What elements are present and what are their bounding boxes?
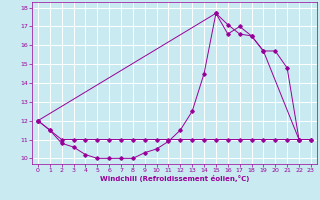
X-axis label: Windchill (Refroidissement éolien,°C): Windchill (Refroidissement éolien,°C) [100, 175, 249, 182]
